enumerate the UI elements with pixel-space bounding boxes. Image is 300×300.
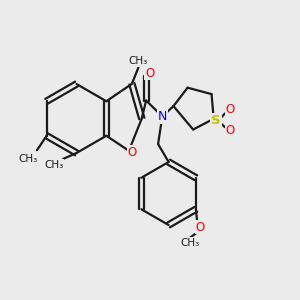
Text: S: S bbox=[211, 114, 221, 127]
Text: O: O bbox=[226, 124, 235, 137]
Text: CH₃: CH₃ bbox=[181, 238, 200, 248]
Text: O: O bbox=[128, 146, 137, 159]
Text: O: O bbox=[226, 103, 235, 116]
Text: CH₃: CH₃ bbox=[44, 160, 64, 170]
Text: CH₃: CH₃ bbox=[129, 56, 148, 66]
Text: N: N bbox=[158, 110, 167, 123]
Text: O: O bbox=[145, 67, 154, 80]
Text: CH₃: CH₃ bbox=[18, 154, 38, 164]
Text: O: O bbox=[196, 220, 205, 234]
